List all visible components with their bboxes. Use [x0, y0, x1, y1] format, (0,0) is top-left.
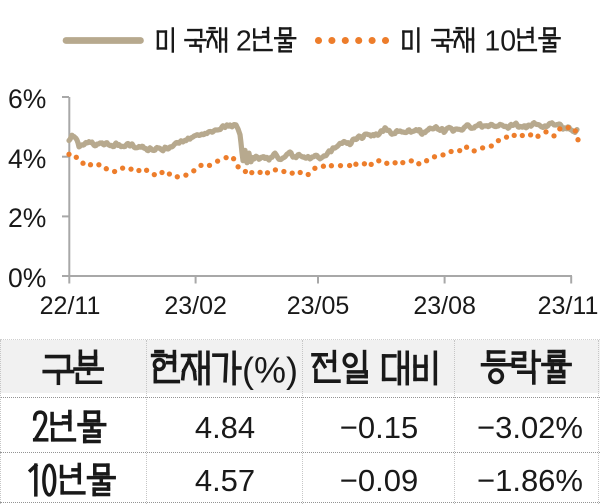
svg-text:(%): (%): [242, 349, 298, 390]
svg-text:10: 10: [484, 26, 516, 58]
svg-text:2: 2: [236, 26, 252, 58]
